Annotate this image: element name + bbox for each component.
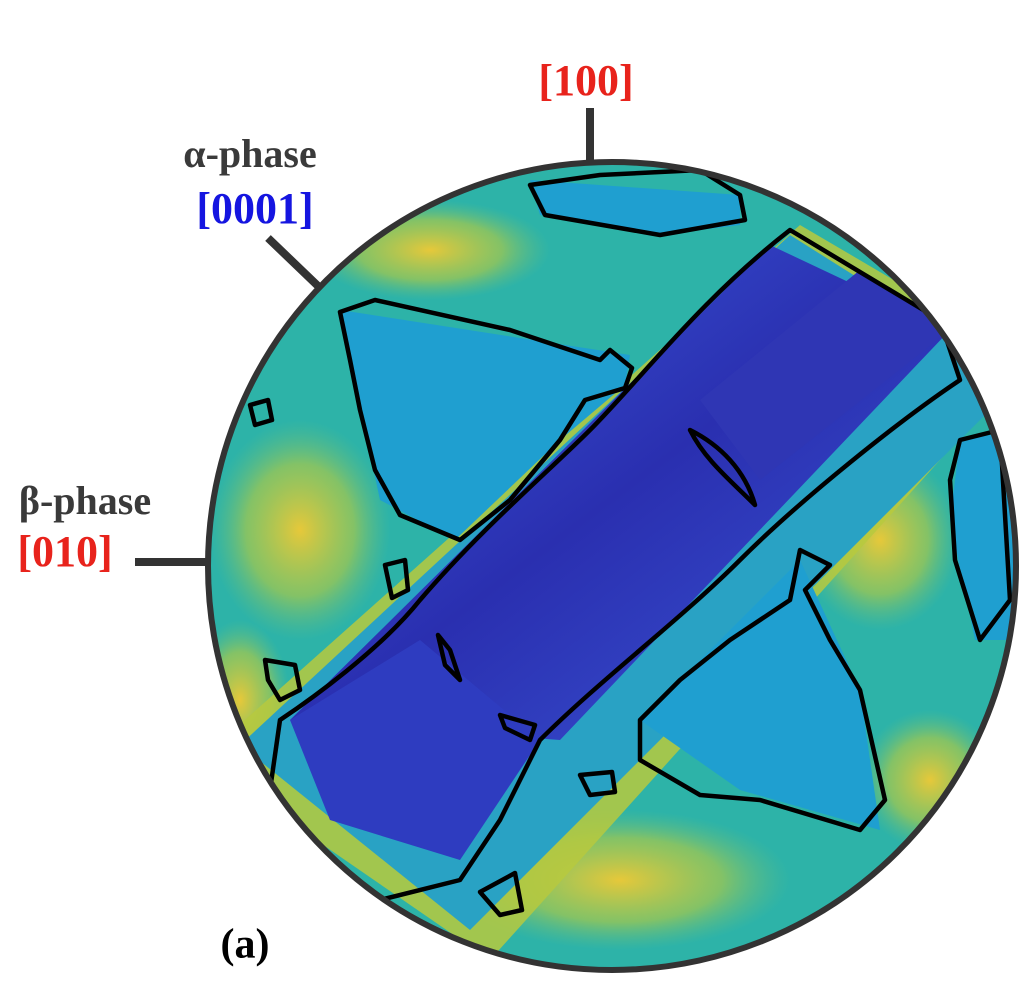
direction-label: [100] [538,56,633,105]
direction-label: [0001] [196,184,313,233]
contours [247,167,1013,918]
panel-label: (a) [221,922,270,968]
phase-label: β-phase [19,478,151,523]
phase-label: α-phase [183,131,316,176]
direction-marker [265,235,321,289]
direction-label: [010] [17,527,112,576]
pole-figure-fill [208,162,1016,970]
